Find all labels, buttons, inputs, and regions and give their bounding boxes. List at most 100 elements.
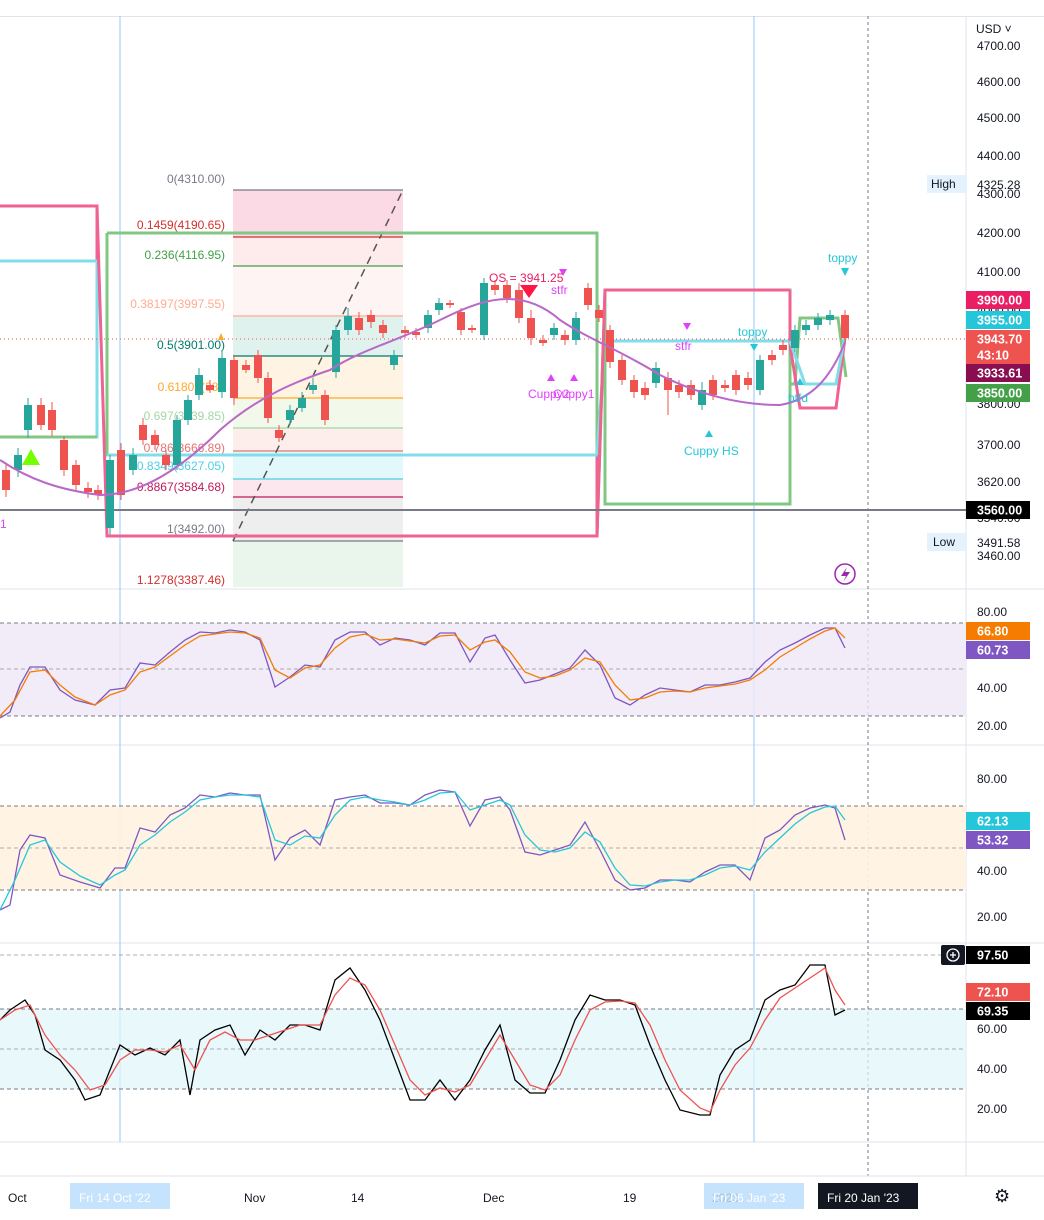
price-badges: 3990.00 3955.00 3943.70 43:10 3933.61 3850.00… — [966, 291, 1030, 519]
osc-axis[interactable]: 60.00 40.00 20.00 — [977, 1022, 1007, 1116]
moving-average-line[interactable] — [0, 298, 846, 497]
price-badge: 3990.00 — [977, 294, 1022, 308]
stoch-k-line[interactable] — [0, 789, 846, 911]
low-label: Low — [933, 535, 955, 549]
axis-tick-label: 80.00 — [977, 605, 1007, 619]
candle-body — [298, 398, 306, 408]
annotation-label: OS = 3941.25 — [489, 271, 564, 285]
candle-body — [321, 395, 329, 420]
candle-body — [390, 355, 398, 365]
candle-body — [412, 332, 420, 335]
price-badge-bg — [966, 812, 1030, 830]
candle-body — [162, 455, 170, 465]
fib-level-label: 0.8867(3584.68) — [137, 480, 225, 494]
candle-body — [841, 315, 849, 338]
cuppy-marker[interactable] — [570, 374, 578, 381]
candle-body — [14, 455, 22, 470]
annotation-label: toppy — [738, 325, 767, 339]
stoch-badges: 62.13 53.32 — [966, 812, 1030, 849]
price-badge: 60.73 — [977, 644, 1008, 658]
fib-retracement[interactable] — [232, 189, 404, 587]
axis-tick-label: 3620.00 — [977, 475, 1021, 489]
candlestick-series[interactable] — [2, 278, 849, 535]
time-label[interactable]: Oct — [8, 1191, 27, 1205]
time-highlight-mid-label: Fri 06 Jan '23 — [713, 1191, 786, 1205]
time-label[interactable]: 14 — [351, 1191, 365, 1205]
candle-body — [561, 335, 569, 340]
candle-body — [675, 385, 683, 392]
price-badge: 3850.00 — [977, 387, 1022, 401]
candle-body — [424, 315, 432, 328]
candle-body — [732, 375, 740, 390]
candle-body — [173, 420, 181, 465]
candle-body — [230, 360, 238, 398]
cuppy-hs-marker[interactable] — [705, 430, 713, 437]
high-label: High — [931, 177, 956, 191]
toppy-marker[interactable] — [841, 268, 849, 276]
candle-body — [332, 330, 340, 372]
time-label[interactable]: Dec — [483, 1191, 504, 1205]
candle-body — [550, 328, 558, 335]
candle-body — [72, 465, 80, 485]
candle-body — [641, 388, 649, 395]
fib-level-label: 0.236(4116.95) — [144, 248, 225, 262]
candle-body — [275, 430, 283, 438]
time-label[interactable]: 19 — [623, 1191, 637, 1205]
axis-tick-label: 60.00 — [977, 1022, 1007, 1036]
candle-body — [826, 315, 834, 320]
candle-body — [791, 330, 799, 348]
candle-body — [60, 440, 68, 470]
gear-icon[interactable]: ⚙ — [994, 1186, 1011, 1206]
candle-body — [802, 325, 810, 330]
candle-body — [768, 355, 776, 360]
buy-signal-triangle[interactable] — [22, 449, 40, 465]
annotation-label: toppy — [828, 251, 857, 265]
annotation-label: btfd — [788, 391, 808, 405]
candle-body — [344, 316, 352, 330]
candle-body — [664, 378, 672, 390]
price-badge-bg — [966, 330, 1030, 348]
time-highlight-mid — [704, 1183, 804, 1209]
drawing-rectangles[interactable] — [0, 204, 848, 538]
axis-tick-label: 3460.00 — [977, 549, 1021, 563]
time-highlight-left-label: Fri 14 Oct '22 — [79, 1191, 151, 1205]
candle-body — [457, 312, 465, 330]
add-pane-icon[interactable] — [941, 945, 965, 965]
axis-tick-label: 20.00 — [977, 719, 1007, 733]
lightning-icon[interactable] — [834, 563, 856, 585]
price-badge: 3933.61 — [977, 367, 1022, 381]
candle-body — [527, 318, 535, 338]
low-value: 3491.58 — [977, 536, 1021, 550]
price-badge-bg — [966, 622, 1030, 640]
time-label[interactable]: Nov — [244, 1191, 265, 1205]
signal-marker[interactable] — [218, 333, 224, 340]
osc-slow-line[interactable] — [0, 967, 846, 1113]
stfr-marker[interactable] — [559, 269, 567, 276]
toppy-marker[interactable] — [750, 344, 758, 351]
cuppy-marker[interactable] — [547, 374, 555, 381]
candle-body — [242, 365, 250, 370]
price-badge: 3955.00 — [977, 314, 1022, 328]
candle-body — [401, 330, 409, 333]
fib-level-label: 0.61803(380 — [158, 380, 226, 394]
currency-selector[interactable]: USD ˅ — [976, 22, 1012, 36]
candle-body — [606, 330, 614, 362]
candle-body — [367, 315, 375, 322]
annotation-label: stfr — [675, 339, 692, 353]
stoch-d-line[interactable] — [0, 791, 846, 911]
candle-body — [756, 360, 764, 390]
low-label-bg — [927, 533, 967, 551]
osc-fast-line[interactable] — [0, 964, 846, 1116]
rsi-line[interactable] — [0, 627, 846, 719]
candle-body — [218, 358, 226, 392]
rsi-signal-line[interactable] — [0, 627, 846, 717]
axis-tick-label: 4100.00 — [977, 265, 1021, 279]
btfd-marker[interactable] — [796, 378, 804, 385]
candle-body — [814, 318, 822, 325]
stfr-marker[interactable] — [683, 323, 691, 330]
crosshair-date-bg — [818, 1183, 918, 1209]
sell-signal-triangle[interactable] — [520, 285, 538, 298]
candle-body — [24, 405, 32, 430]
crosshair-date-label: Fri 20 Jan '23 — [827, 1191, 900, 1205]
